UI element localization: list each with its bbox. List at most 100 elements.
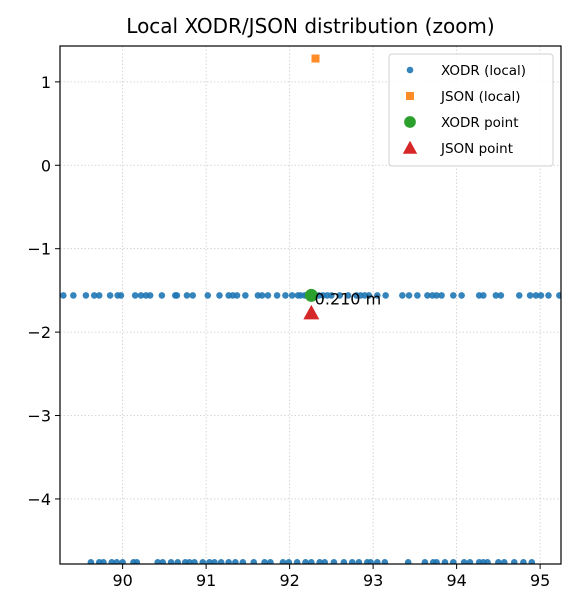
data-point: [279, 559, 287, 564]
data-point: [316, 559, 323, 564]
data-point: [520, 559, 527, 564]
legend-label: XODR (local): [441, 63, 526, 79]
data-point: [60, 292, 67, 299]
data-point: [433, 292, 440, 299]
data-point: [328, 292, 335, 299]
legend-item-json-point: JSON point: [402, 140, 513, 157]
data-point: [374, 292, 381, 299]
y-tick-label: −3: [27, 407, 51, 426]
y-tick-label: 0: [41, 156, 51, 175]
plot-frame: [59, 45, 562, 565]
data-point: [433, 559, 440, 564]
data-point: [119, 559, 126, 564]
data-point: [441, 559, 449, 564]
legend-box: [388, 53, 554, 167]
data-point: [250, 559, 258, 564]
data-point: [267, 559, 274, 564]
data-point: [173, 292, 181, 299]
x-tick-label: 92: [279, 571, 299, 590]
data-point: [261, 559, 268, 564]
data-point: [449, 559, 457, 564]
data-point: [321, 559, 328, 564]
data-point: [340, 559, 348, 564]
data-point: [288, 292, 296, 299]
data-point: [239, 559, 247, 564]
data-point: [355, 559, 363, 564]
chart-title: Local XODR/JSON distribution (zoom): [126, 14, 494, 38]
legend-marker: [406, 66, 414, 74]
data-point: [367, 559, 374, 564]
data-point: [460, 559, 468, 564]
data-point: [225, 559, 232, 564]
data-point: [344, 292, 352, 299]
data-point: [302, 559, 309, 564]
series-xodr-point: [304, 288, 318, 302]
y-tick-label: −2: [27, 323, 51, 342]
data-point: [293, 559, 301, 564]
legend-item-json-local: JSON (local): [406, 89, 521, 105]
data-point: [158, 292, 166, 299]
x-tick-label: 93: [363, 571, 383, 590]
data-point: [311, 54, 320, 63]
axis-ticks: 90 91 92 93 94 95 1 0 −1 −2 −3 −4: [27, 73, 550, 590]
legend-item-xodr-local: XODR (local): [406, 63, 526, 79]
data-point: [87, 559, 95, 564]
data-point: [242, 292, 249, 299]
data-point: [189, 292, 197, 299]
data-point: [303, 304, 320, 320]
data-point: [199, 559, 207, 564]
data-point: [106, 292, 114, 299]
data-point: [374, 559, 381, 564]
data-point: [336, 292, 344, 299]
data-point: [526, 292, 534, 299]
legend-label: JSON (local): [440, 89, 521, 105]
data-point: [308, 559, 315, 564]
data-point: [82, 292, 90, 299]
data-point: [348, 559, 356, 564]
grid: [60, 46, 561, 564]
y-tick-label: −1: [27, 240, 51, 259]
legend-marker: [404, 116, 416, 128]
data-point: [174, 559, 182, 564]
data-point: [458, 292, 465, 299]
data-point: [492, 292, 500, 299]
data-point: [480, 292, 487, 299]
data-point: [273, 292, 281, 299]
data-point: [365, 292, 373, 299]
data-point: [100, 559, 107, 564]
legend-label: JSON point: [440, 141, 513, 157]
data-point: [258, 292, 266, 299]
data-point: [154, 559, 161, 564]
data-point: [285, 559, 293, 564]
data-point: [532, 292, 540, 299]
data-point: [404, 559, 412, 564]
data-point: [500, 559, 508, 564]
data-point: [70, 292, 77, 299]
data-point: [117, 292, 125, 299]
data-point: [159, 559, 167, 564]
x-tick-label: 90: [112, 571, 132, 590]
data-point: [282, 292, 289, 299]
data-point: [438, 292, 445, 299]
data-point: [206, 559, 213, 564]
data-point: [537, 292, 545, 299]
data-point: [146, 292, 154, 299]
data-point: [497, 292, 505, 299]
legend-marker: [402, 140, 418, 154]
data-point: [381, 559, 389, 564]
data-point: [264, 292, 272, 299]
data-point: [405, 292, 413, 299]
data-point: [183, 292, 191, 299]
data-point: [133, 559, 141, 564]
annotations: 0.210 m: [315, 290, 381, 309]
data-point: [449, 292, 457, 299]
data-point: [510, 559, 518, 564]
plot-marks: [60, 54, 561, 564]
series-json-point: [303, 304, 320, 320]
data-point: [137, 292, 145, 299]
data-point: [216, 292, 223, 299]
data-point: [131, 292, 139, 299]
data-point: [399, 292, 406, 299]
data-point: [382, 292, 389, 299]
